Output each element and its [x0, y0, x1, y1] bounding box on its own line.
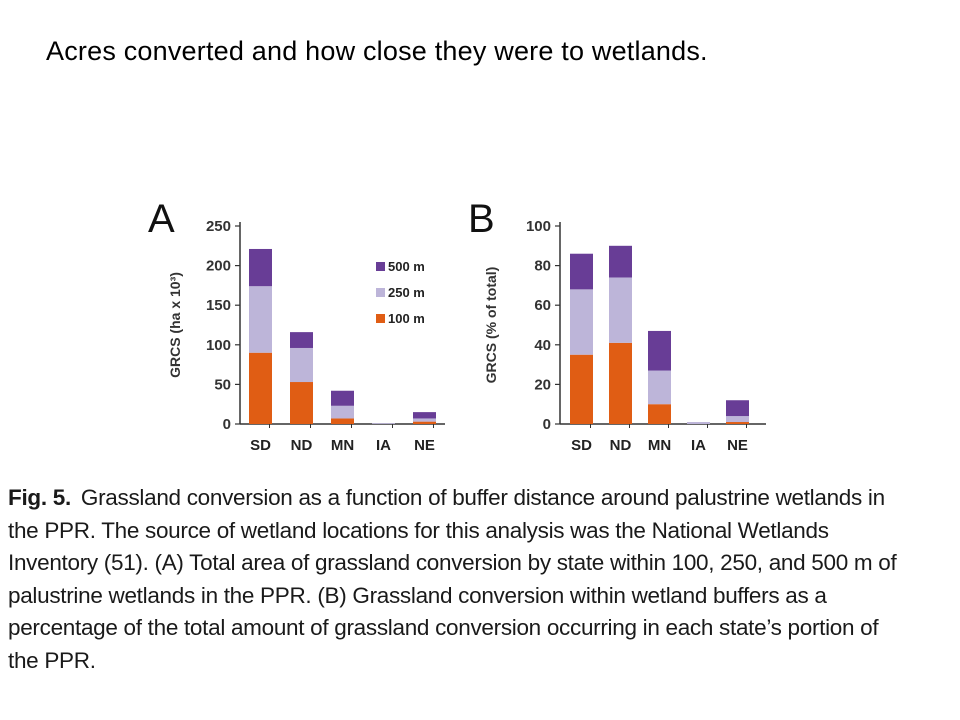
panel-a-bar-mn-250m: [331, 405, 354, 419]
panel-b-bar-nd-100m: [609, 342, 632, 424]
panel-b-y-tick-label: 20: [534, 376, 551, 393]
panel-b-bar-sd-500m: [570, 253, 593, 290]
panel-a-bar-mn-100m: [331, 418, 354, 424]
panel-a-bar-ia-250m: [372, 423, 395, 425]
panel-a-bar-nd-250m: [290, 347, 313, 383]
panel-a-bar-ne-500m: [413, 412, 436, 419]
panel-b-x-tick-label-mn: MN: [648, 437, 671, 454]
legend-swatch-500m: [376, 262, 385, 271]
panel-a-x-tick-label-ne: NE: [414, 437, 435, 454]
legend-swatch-250m: [376, 288, 385, 297]
panel-b-bar-ia-250m: [687, 422, 710, 424]
panel-b-bar-ne-250m: [726, 416, 749, 423]
panel-a-y-tick-label: 50: [214, 376, 231, 393]
panel-b-y-tick-label: 60: [534, 297, 551, 314]
panel-b-y-axis-label: GRCS (% of total): [483, 267, 499, 384]
panel-b-y-tick-label: 40: [534, 337, 551, 354]
panel-b-bar-nd-500m: [609, 245, 632, 278]
panel-a-bar-nd-100m: [290, 382, 313, 424]
panel-a-y-tick-label: 100: [206, 337, 231, 354]
panel-a-bar-nd-500m: [290, 332, 313, 348]
legend-label-100m: 100 m: [388, 311, 425, 326]
panel-a-x-tick-label-nd: ND: [291, 437, 313, 454]
panel-b-label: B: [468, 197, 495, 241]
figure-caption: Fig. 5. Grassland conversion as a functio…: [8, 482, 913, 677]
panel-b-x-tick-label-ne: NE: [727, 437, 748, 454]
panel-a-bar-sd-100m: [249, 352, 272, 424]
panel-a-bar-sd-500m: [249, 248, 272, 287]
caption-text: Grassland conversion as a function of bu…: [8, 485, 897, 673]
panel-a-y-tick-label: 0: [223, 416, 231, 433]
panel-b-bar-mn-500m: [648, 330, 671, 371]
panel-a-bar-ne-100m: [413, 421, 436, 424]
slide-title: Acres converted and how close they were …: [46, 36, 708, 66]
panel-a-label: A: [148, 197, 175, 241]
legend-label-250m: 250 m: [388, 285, 425, 300]
panel-a-y-tick-label: 150: [206, 297, 231, 314]
panel-a-x-tick-label-mn: MN: [331, 437, 354, 454]
panel-a-y-tick-label: 250: [206, 218, 231, 235]
panel-b-x-tick-label-nd: ND: [610, 437, 632, 454]
panel-b-y-tick-label: 80: [534, 258, 551, 275]
legend-swatch-100m: [376, 314, 385, 323]
panel-a-y-axis-label: GRCS (ha x 10³): [167, 272, 183, 378]
panel-b-x-tick-label-sd: SD: [571, 437, 592, 454]
panel-b-x-tick-label-ia: IA: [691, 437, 706, 454]
panel-a-bar-mn-500m: [331, 390, 354, 406]
panel-b-y-tick-label: 100: [526, 218, 551, 235]
panel-b-bar-mn-250m: [648, 370, 671, 405]
legend-label-500m: 500 m: [388, 259, 425, 274]
panel-b-bar-sd-250m: [570, 289, 593, 355]
panel-b-bar-ne-100m: [726, 422, 749, 424]
panel-a-x-tick-label-sd: SD: [250, 437, 271, 454]
panel-b-bar-ne-500m: [726, 400, 749, 417]
panel-a-x-tick-label-ia: IA: [376, 437, 391, 454]
panel-b-bar-sd-100m: [570, 354, 593, 424]
panel-a-bar-sd-250m: [249, 286, 272, 353]
caption-figure-label: Fig. 5.: [8, 485, 71, 510]
panel-b-y-tick-label: 0: [543, 416, 551, 433]
panel-b-bar-mn-100m: [648, 404, 671, 424]
panel-a-y-tick-label: 200: [206, 258, 231, 275]
panel-a-bar-ne-250m: [413, 418, 436, 422]
panel-b-bar-nd-250m: [609, 277, 632, 343]
